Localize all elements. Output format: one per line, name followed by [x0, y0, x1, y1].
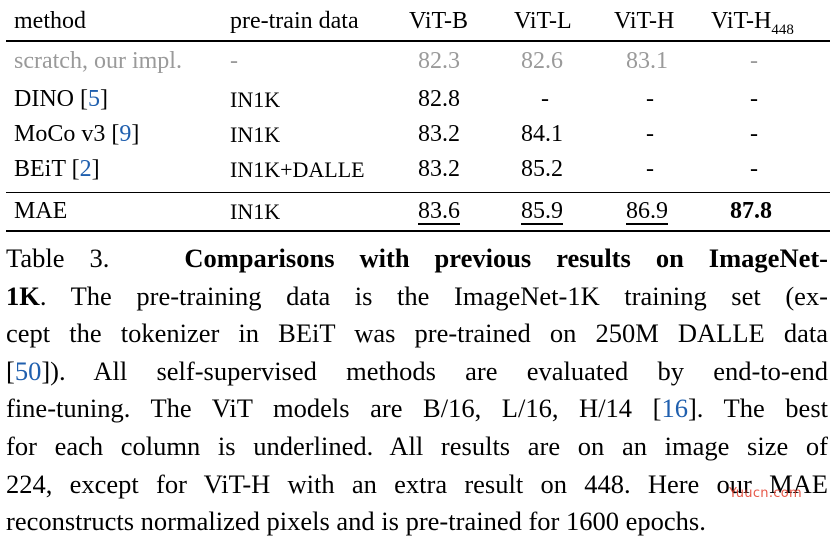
- caption-line: reconstructs normalized pixels and is pr…: [6, 506, 706, 537]
- row-mocov3-vit-h448: -: [750, 121, 758, 147]
- citation-link[interactable]: 9: [119, 121, 132, 147]
- row-mocov3-data: IN1K: [230, 122, 281, 147]
- row-mocov3-method: MoCo v3 [9]: [14, 121, 140, 147]
- caption-line: 224, except for ViT-H with an extra resu…: [6, 468, 828, 499]
- header-pretrain-data: pre-train data: [230, 8, 359, 34]
- row-scratch-vit-h448: -: [750, 48, 758, 74]
- table-header-rule: [6, 40, 830, 42]
- row-dino-vit-h: -: [646, 86, 654, 112]
- header-vit-h: ViT-H: [614, 8, 675, 34]
- row-beit-data: IN1K+DALLE: [230, 157, 365, 182]
- row-scratch-vit-h: 83.1: [626, 48, 668, 74]
- caption-line: for each column is underlined. All resul…: [6, 430, 828, 461]
- row-mae-vit-l: 85.9: [521, 198, 563, 224]
- caption-line: fine-tuning. The ViT models are B/16, L/…: [6, 393, 828, 424]
- citation-link[interactable]: 16: [661, 393, 688, 424]
- header-vit-h448: ViT-H448: [711, 8, 794, 38]
- row-mae-data: IN1K: [230, 199, 281, 224]
- caption-line: 1K. The pre-training data is the ImageNe…: [6, 280, 828, 311]
- caption-line: [50]). All self-supervised methods are e…: [6, 355, 828, 386]
- row-scratch-vit-l: 82.6: [521, 48, 563, 74]
- table-caption: Table 3. Comparisons with previous resul…: [6, 240, 828, 541]
- table-mid-rule: [6, 192, 830, 194]
- row-scratch-method: scratch, our impl.: [14, 48, 182, 74]
- citation-link[interactable]: 2: [79, 156, 92, 182]
- citation-link[interactable]: 5: [88, 86, 100, 112]
- watermark: Yuucn.com: [729, 486, 802, 501]
- row-beit-vit-b: 83.2: [418, 156, 460, 182]
- row-mocov3-vit-h: -: [646, 121, 654, 147]
- row-dino-vit-l: -: [541, 86, 549, 112]
- row-mocov3-vit-l: 84.1: [521, 121, 563, 147]
- header-method: method: [14, 8, 86, 34]
- row-dino-vit-b: 82.8: [418, 86, 460, 112]
- table-bottom-rule: [6, 230, 830, 232]
- row-mae-vit-h: 86.9: [626, 198, 668, 224]
- row-beit-vit-l: 85.2: [521, 156, 563, 182]
- row-dino-vit-h448: -: [750, 86, 758, 112]
- row-beit-vit-h: -: [646, 156, 654, 182]
- header-vit-b: ViT-B: [409, 8, 469, 34]
- row-beit-vit-h448: -: [750, 156, 758, 182]
- citation-link[interactable]: 50: [14, 355, 42, 386]
- row-dino-data: IN1K: [230, 87, 281, 112]
- row-mae-vit-h448: 87.8: [730, 198, 772, 224]
- row-dino-method: DINO [5]: [14, 86, 108, 112]
- row-mae-vit-b: 83.6: [418, 198, 460, 224]
- row-scratch-data: -: [230, 48, 238, 74]
- row-scratch-vit-b: 82.3: [418, 48, 460, 74]
- row-beit-method: BEiT [2]: [14, 156, 100, 182]
- row-mocov3-vit-b: 83.2: [418, 121, 460, 147]
- header-vit-l: ViT-L: [514, 8, 572, 34]
- caption-line: Table 3. Comparisons with previous resul…: [6, 243, 828, 273]
- row-mae-method: MAE: [14, 198, 68, 224]
- caption-line: cept the tokenizer in BEiT was pre-train…: [6, 318, 828, 349]
